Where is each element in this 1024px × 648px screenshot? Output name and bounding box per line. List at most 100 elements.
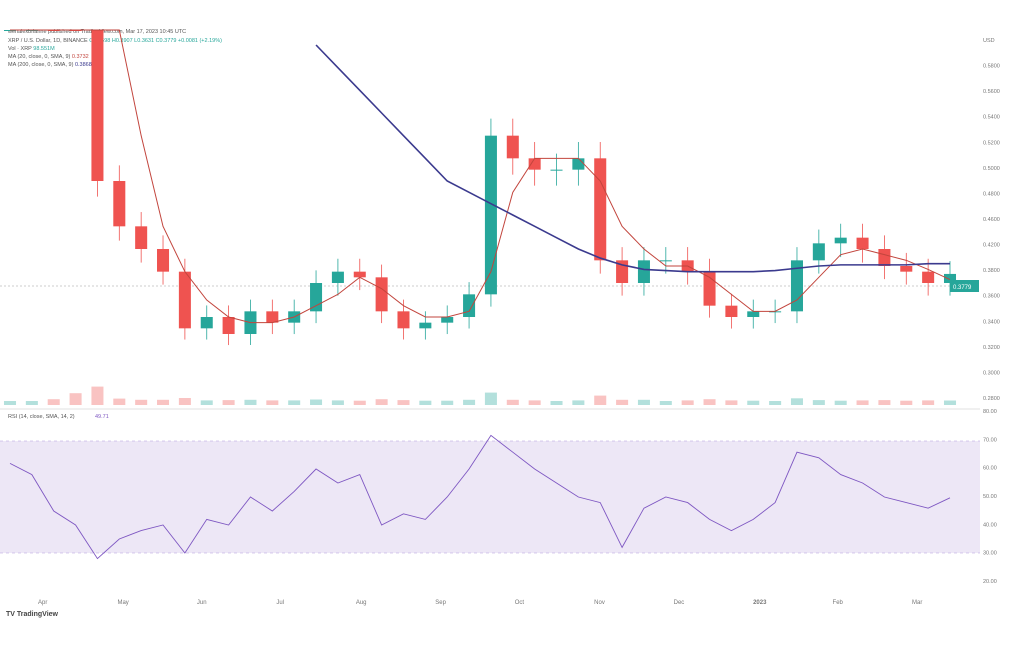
- candle-body: [222, 317, 235, 334]
- volume-bar: [353, 400, 366, 405]
- candle-body: [878, 249, 891, 266]
- volume-bar: [506, 399, 519, 405]
- rsi-line: [9, 434, 951, 560]
- price-tick-label: 0.4200: [983, 243, 1000, 249]
- volume-bar: [244, 399, 257, 405]
- x-tick-label: Nov: [594, 600, 605, 606]
- rsi-tick-label: 70.00: [983, 437, 997, 443]
- price-tick-label: 0.3800: [983, 268, 1000, 274]
- volume-bar: [310, 399, 323, 405]
- rsi-band: [0, 441, 980, 553]
- x-tick-label: Oct: [515, 600, 525, 606]
- candle-body: [310, 283, 323, 312]
- rsi-tick-label: 60.00: [983, 466, 997, 472]
- volume-bar: [725, 400, 738, 405]
- volume-bar: [703, 399, 716, 405]
- volume-bar: [397, 400, 410, 405]
- volume-bar: [550, 401, 563, 405]
- candle-body: [594, 158, 607, 261]
- candle-body: [463, 294, 476, 317]
- volume-bar: [572, 400, 585, 405]
- volume-bar: [878, 400, 891, 405]
- candle-body: [397, 311, 410, 329]
- x-tick-label: Dec: [674, 600, 685, 606]
- price-tick-label: 0.5200: [983, 140, 1000, 146]
- candle-body: [506, 135, 519, 159]
- ohlc-values: O0.3698 H0.3907 L0.3631 C0.3779 +0.0081 …: [89, 38, 222, 44]
- tradingview-logo: TV TradingView: [6, 611, 58, 618]
- ma200-line: MA (200, close, 0, SMA, 9) 0.3868: [8, 62, 92, 68]
- x-tick-label: Mar: [912, 600, 922, 606]
- price-tick-label: 0.3000: [983, 370, 1000, 376]
- price-badge-label: 0.3779: [953, 285, 972, 291]
- candle-body: [637, 260, 650, 283]
- volume-bar: [616, 399, 629, 405]
- volume-bar: [747, 400, 760, 405]
- ma20-line: [10, 29, 951, 324]
- volume-bar: [266, 400, 279, 405]
- x-tick-label: May: [117, 600, 128, 606]
- volume-bar: [288, 400, 301, 405]
- price-tick-label: 0.4600: [983, 217, 1000, 223]
- candle-body: [659, 260, 672, 262]
- x-tick-label: Sep: [435, 600, 446, 606]
- candle-body: [550, 169, 563, 171]
- volume-bar: [769, 401, 782, 405]
- volume-bar: [637, 399, 650, 405]
- volume-bar: [812, 400, 825, 405]
- volume-bar: [222, 400, 235, 405]
- candle-body: [441, 317, 454, 323]
- volume-bar: [856, 400, 869, 405]
- candle-body: [157, 249, 170, 272]
- volume-bar: [922, 400, 935, 405]
- volume-bar: [178, 398, 191, 405]
- rsi-tick-label: 20.00: [983, 579, 997, 585]
- volume-bar: [900, 400, 913, 405]
- candle-body: [484, 135, 497, 295]
- candle-body: [200, 317, 213, 329]
- symbol-label: XRP / U.S. Dollar, 1D, BINANCE: [8, 38, 88, 44]
- candle-body: [703, 271, 716, 306]
- volume-bar: [594, 395, 607, 405]
- volume-bar: [484, 392, 497, 405]
- ma20-line: MA (20, close, 0, SMA, 9) 0.3732: [8, 54, 89, 60]
- volume-bar: [943, 400, 957, 405]
- volume-bar: [25, 401, 38, 405]
- vol-line: Vol · XRP 98.551M: [8, 46, 55, 52]
- volume-bar: [463, 399, 476, 405]
- candle-body: [528, 158, 541, 170]
- volume-bar: [834, 400, 847, 405]
- rsi-tick-label: 50.00: [983, 494, 997, 500]
- candle-body: [747, 311, 760, 317]
- candle-body: [790, 260, 803, 312]
- price-tick-label: 0.3400: [983, 319, 1000, 325]
- ma200-line: [315, 44, 950, 273]
- candle-body: [922, 271, 935, 283]
- volume-bar: [528, 400, 541, 405]
- candle-body: [113, 181, 126, 227]
- candle-body: [900, 266, 913, 272]
- volume-bar: [157, 399, 170, 405]
- rsi-label: RSI (14, close, SMA, 14, 2): [8, 414, 75, 420]
- candle-body: [266, 311, 279, 323]
- candle-body: [725, 305, 738, 317]
- x-tick-label: Aug: [356, 600, 367, 606]
- rsi-value: 49.71: [95, 414, 109, 420]
- rsi-tick-label: 80.00: [983, 409, 997, 415]
- candle-body: [572, 158, 585, 170]
- candle-body: [178, 271, 191, 329]
- volume-bar: [419, 400, 432, 405]
- volume-bar: [69, 393, 82, 405]
- volume-bar: [790, 398, 803, 405]
- price-tick-label: 0.3600: [983, 294, 1000, 300]
- volume-bar: [113, 398, 126, 405]
- volume-bar: [3, 401, 17, 405]
- candle-body: [135, 226, 148, 249]
- volume-bar: [659, 401, 672, 405]
- volume-bar: [681, 400, 694, 405]
- candle-body: [375, 277, 388, 312]
- candle-body: [91, 30, 104, 181]
- x-tick-label: Apr: [38, 600, 47, 606]
